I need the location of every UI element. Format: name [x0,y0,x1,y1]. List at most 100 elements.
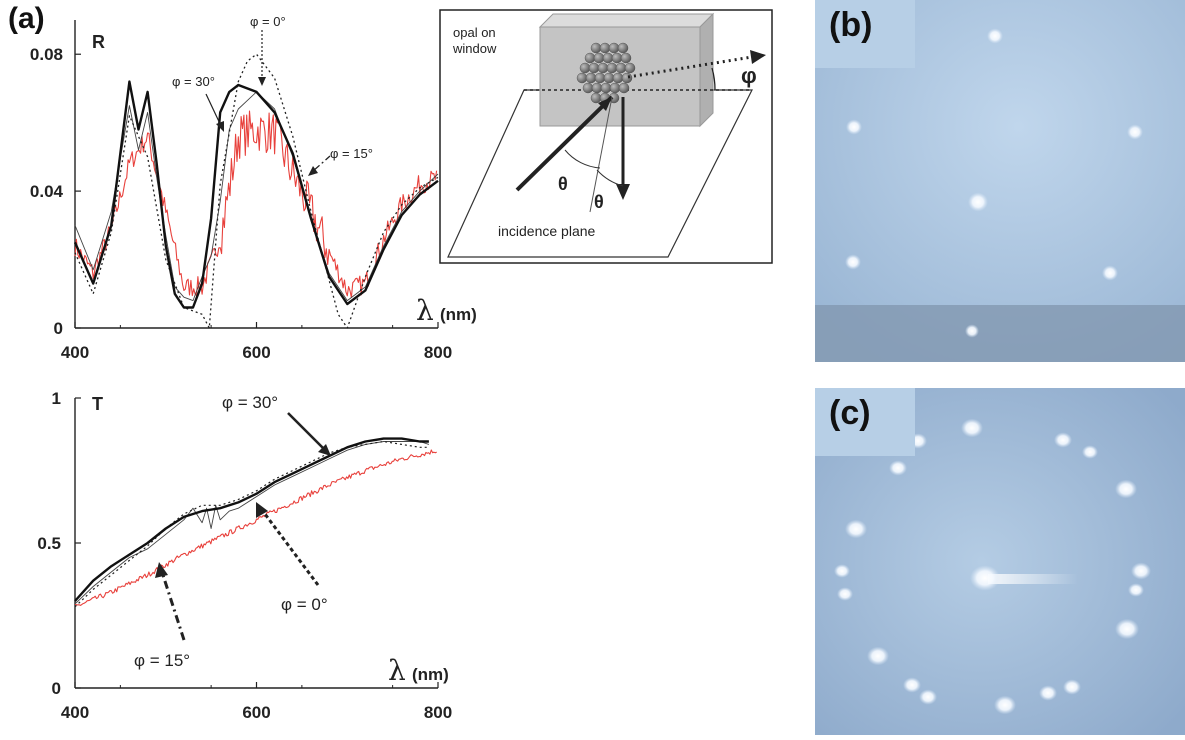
annotation-label: φ = 15° [134,651,190,670]
annotation-label: φ = 30° [222,393,278,412]
x-tick-label: 400 [61,343,89,362]
photo-c-central-streak [988,574,1078,584]
opal-sphere [615,62,627,74]
opal-sphere [617,42,629,54]
opal-sphere [597,62,609,74]
opal-sphere [590,92,602,104]
diffraction-spot [1131,562,1151,580]
annotation-arrowhead [256,502,268,518]
panel-label-c: (c) [815,388,915,456]
diffraction-spot [987,28,1003,44]
diffraction-spot [1102,265,1118,281]
x-axis-label-unit: (nm) [412,665,449,684]
opal-sphere [591,82,603,94]
diffraction-spot [970,565,1000,591]
opal-sphere [579,62,591,74]
y-axis-label: R [92,32,105,52]
diffraction-spot [867,646,889,666]
y-tick-label: 0.5 [37,534,61,553]
diffraction-spot [1054,432,1072,448]
reflectance-chart: 0 0.04 0.08 400 600 800 Rλ (nm) φ = 0° φ = 30° φ =… [30,14,477,362]
annotation-label: φ = 0° [250,14,286,29]
theta-label-1: θ [558,174,568,194]
diffraction-photo-c [815,388,1185,735]
annotation-arrowhead [216,121,224,132]
annotation-label: φ = 15° [330,146,373,161]
annotation-arrow [311,155,331,173]
opal-sphere [620,52,632,64]
annotation-arrow [205,93,223,129]
diffraction-spot [903,677,921,693]
diffraction-spot [1082,445,1098,459]
opal-sphere [602,52,614,64]
opal-sphere [584,52,596,64]
series-line-1 [74,441,430,605]
opal-sphere [599,42,611,54]
diffraction-spot [837,587,853,601]
sample-label-line1: opal on [453,25,496,40]
diffraction-spot [845,519,867,539]
opal-sphere [621,72,633,84]
series-line-2 [73,80,439,309]
sample-top-face [538,13,715,28]
series-line-1 [74,91,439,302]
opal-sphere [612,72,624,84]
opal-sphere [606,62,618,74]
series-line-4 [74,449,437,606]
diffraction-spot [846,119,862,135]
x-tick-label: 800 [424,703,452,722]
series-line-3 [74,53,439,329]
opal-sphere [594,72,606,84]
panel-label-a: (a) [8,2,45,35]
annotation-arrow [260,509,320,586]
sample-label-line2: window [452,41,497,56]
x-tick-label: 600 [242,703,270,722]
theta-label-2: θ [594,192,604,212]
x-axis-label-symbol: λ [388,654,406,687]
opal-sphere [590,42,602,54]
y-tick-label: 0.04 [30,182,64,201]
opal-sphere [576,72,588,84]
opal-sphere [603,72,615,84]
annotation-arrow [160,571,186,641]
diffraction-spot [845,254,861,270]
incidence-plane-label: incidence plane [498,223,596,239]
incident-beam-arrow [515,95,614,192]
diffraction-spot [919,689,937,705]
opal-sphere [611,52,623,64]
diffraction-spot [968,192,988,212]
reflected-beam-arrowhead [616,184,630,200]
panel-label-b: (b) [815,0,915,68]
geometry-inset: opal on window θ θ φ incidence plane [439,9,773,264]
diffraction-spot [1039,685,1057,701]
x-tick-label: 400 [61,703,89,722]
diffraction-spot [1115,618,1139,640]
opal-sphere [608,42,620,54]
phi-label: φ [741,63,757,88]
annotation-arrowhead [318,444,331,456]
opal-sphere [609,82,621,94]
opal-sphere [600,82,612,94]
photo-b-lower-band [815,305,1185,362]
x-axis-label-unit: (nm) [440,305,477,324]
annotation-arrowhead [308,166,318,176]
opal-spheres [576,42,636,104]
y-tick-label: 0 [52,679,61,698]
normal-line [589,96,613,213]
series-line-2 [74,437,429,602]
annotation-label: φ = 30° [172,74,215,89]
opal-sphere [624,62,636,74]
y-tick-label: 1 [52,389,61,408]
x-tick-label: 600 [242,343,270,362]
opal-sphere [588,62,600,74]
diffraction-spot [1128,583,1144,597]
diffraction-spot [1127,124,1143,140]
diffraction-spot [889,460,907,476]
transmittance-chart: 0 0.5 1 400 600 800 Tλ (nm) φ = 30° φ = 0° φ = 15° [37,389,452,722]
diffraction-spot [834,564,850,578]
theta-arc-2 [596,169,624,187]
diffraction-spot [1063,679,1081,695]
phi-arc [711,67,716,91]
